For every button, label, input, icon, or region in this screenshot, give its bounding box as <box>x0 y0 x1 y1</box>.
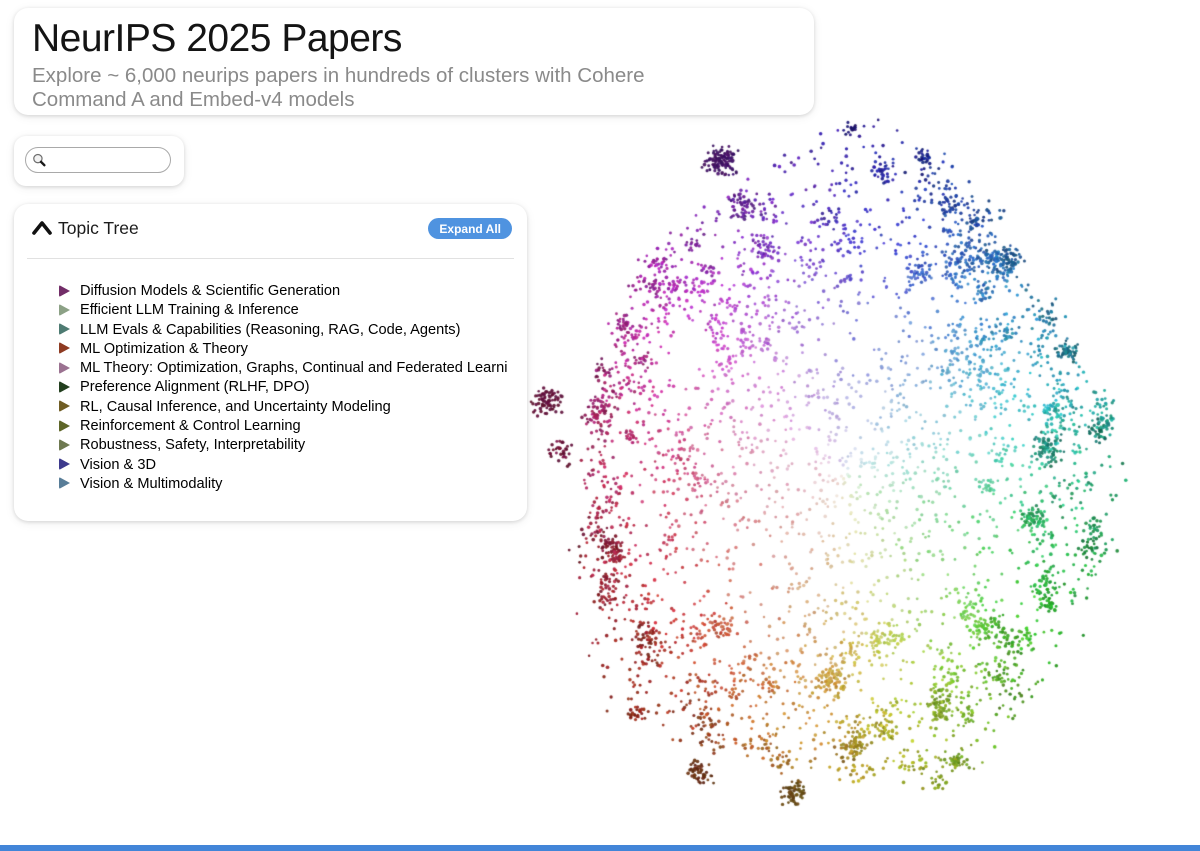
topic-item-label: Robustness, Safety, Interpretability <box>80 437 306 454</box>
topic-tree-header: Topic Tree Expand All <box>14 204 527 254</box>
search-input-wrap <box>25 147 171 173</box>
topic-item-label: Reinforcement & Control Learning <box>80 418 301 435</box>
topic-tree-title: Topic Tree <box>58 218 139 238</box>
topic-tree-item[interactable]: ML Theory: Optimization, Graphs, Continu… <box>14 358 527 377</box>
topic-item-label: Vision & Multimodality <box>80 475 223 492</box>
topic-tree-item[interactable]: Efficient LLM Training & Inference <box>14 300 527 319</box>
topic-tree-item[interactable]: LLM Evals & Capabilities (Reasoning, RAG… <box>14 320 527 339</box>
topic-item-label: LLM Evals & Capabilities (Reasoning, RAG… <box>80 321 461 338</box>
page-title: NeurIPS 2025 Papers <box>32 17 402 60</box>
page-subtitle: Explore ~ 6,000 neurips papers in hundre… <box>32 64 645 111</box>
expand-triangle-icon[interactable] <box>59 323 70 336</box>
expand-triangle-icon[interactable] <box>59 438 70 451</box>
topic-tree-item[interactable]: Vision & Multimodality <box>14 474 527 493</box>
topic-item-label: Vision & 3D <box>80 456 156 473</box>
header-card: NeurIPS 2025 Papers Explore ~ 6,000 neur… <box>14 8 814 115</box>
expand-triangle-icon[interactable] <box>59 458 70 471</box>
topic-item-label: Diffusion Models & Scientific Generation <box>80 283 341 299</box>
topic-tree-item[interactable]: Diffusion Models & Scientific Generation <box>14 281 527 300</box>
expand-triangle-icon[interactable] <box>59 284 70 297</box>
expand-triangle-icon[interactable] <box>59 303 70 316</box>
expand-triangle-icon[interactable] <box>59 400 70 413</box>
expand-triangle-icon[interactable] <box>59 477 70 490</box>
footer-bar <box>0 845 1200 851</box>
topic-item-label: Preference Alignment (RLHF, DPO) <box>80 379 310 396</box>
expand-triangle-icon[interactable] <box>59 342 70 355</box>
collapse-chevron-icon[interactable] <box>30 218 54 240</box>
topic-item-label: Efficient LLM Training & Inference <box>80 302 299 319</box>
topic-tree-item[interactable]: RL, Causal Inference, and Uncertainty Mo… <box>14 397 527 416</box>
topic-tree-item[interactable]: Vision & 3D <box>14 455 527 474</box>
expand-triangle-icon[interactable] <box>59 419 70 432</box>
topic-tree-item[interactable]: ML Optimization & Theory <box>14 339 527 358</box>
topic-tree-item[interactable]: Robustness, Safety, Interpretability <box>14 435 527 454</box>
topic-item-label: ML Optimization & Theory <box>80 340 248 357</box>
search-card <box>14 136 184 186</box>
topic-tree-item[interactable]: Preference Alignment (RLHF, DPO) <box>14 377 527 396</box>
expand-triangle-icon[interactable] <box>59 361 70 374</box>
divider <box>27 258 514 259</box>
topic-item-label: ML Theory: Optimization, Graphs, Continu… <box>80 360 508 377</box>
topic-item-label: RL, Causal Inference, and Uncertainty Mo… <box>80 398 391 415</box>
topic-tree-item[interactable]: Reinforcement & Control Learning <box>14 416 527 435</box>
expand-triangle-icon[interactable] <box>59 380 70 393</box>
topic-tree-card: Topic Tree Expand All Diffusion Models &… <box>14 204 527 521</box>
expand-all-button[interactable]: Expand All <box>428 218 512 239</box>
topic-tree-list: Diffusion Models & Scientific Generation… <box>14 281 527 493</box>
search-input[interactable] <box>25 147 171 173</box>
